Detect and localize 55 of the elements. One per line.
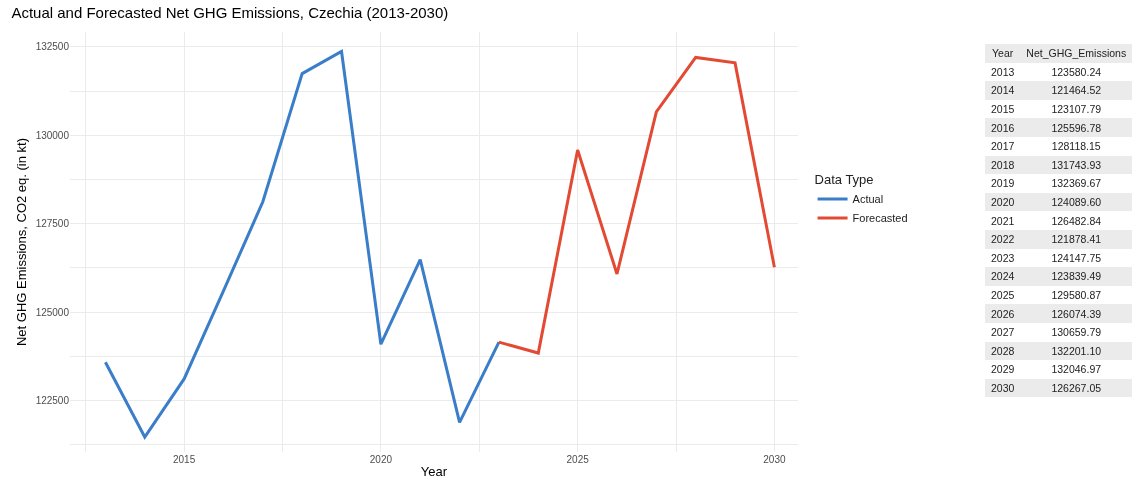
x-tick-label: 2015 (172, 454, 196, 465)
y-tick-label: 2019 (990, 176, 1016, 192)
y-tick-label: 2030 (985, 378, 1021, 398)
legend-label: Actual (852, 193, 884, 206)
x-tick-label: 2030 (763, 454, 786, 465)
data-label: 124089.60 (1020, 192, 1133, 212)
line-series (103, 49, 501, 439)
y-tick-label: 2013 (990, 64, 1016, 80)
y-tick-label: 2026 (985, 304, 1021, 323)
y-tick-label: 2024 (985, 267, 1021, 286)
data-label: 128118.15 (1050, 139, 1102, 155)
data-label: 121878.41 (1020, 229, 1133, 249)
y-tick-label: 132500 (35, 41, 70, 53)
x-tick-label: Net_GHG_Emissions (1020, 44, 1133, 63)
legend-label: Forecasted (852, 212, 908, 225)
y-tick-label: 2027 (990, 325, 1016, 341)
line-series (497, 55, 776, 355)
data-label: 126267.05 (1020, 378, 1133, 398)
data-label: 132046.97 (1050, 362, 1103, 378)
data-label: 126482.84 (1050, 213, 1103, 229)
data-label: 125596.78 (1020, 118, 1133, 137)
data-label: 131743.93 (1020, 155, 1133, 175)
y-tick-label: 2014 (985, 81, 1021, 100)
data-label: 123839.49 (1020, 267, 1133, 286)
y-tick-label: 2021 (990, 213, 1016, 229)
data-label: 123580.24 (1050, 64, 1103, 80)
y-tick-label: 2023 (990, 250, 1016, 266)
y-axis-title: Year (985, 44, 1021, 63)
y-tick-label: 2017 (990, 139, 1016, 155)
data-label: 123107.79 (1050, 102, 1103, 118)
y-tick-label: 2028 (985, 341, 1021, 361)
y-tick-label: 2025 (990, 288, 1016, 303)
data-label: 126074.39 (1020, 304, 1133, 323)
y-tick-label: 125000 (35, 306, 70, 318)
data-label: 124147.75 (1050, 250, 1103, 266)
y-tick-label: 2022 (985, 229, 1021, 249)
y-tick-label: 130000 (35, 129, 70, 141)
y-tick-label: 127500 (35, 218, 70, 230)
y-tick-label: 122500 (35, 394, 70, 406)
y-tick-label: 2029 (990, 362, 1016, 378)
x-tick-label: 2025 (566, 454, 590, 465)
data-label: 129580.87 (1050, 288, 1103, 303)
x-tick-label: 2020 (369, 454, 393, 465)
y-tick-label: 2016 (985, 118, 1021, 137)
y-axis-title: Net GHG Emissions, CO2 eq. (in kt) (13, 137, 29, 347)
legend-title: Data Type (814, 172, 874, 188)
y-tick-label: 2020 (985, 192, 1021, 212)
y-tick-label: 2015 (990, 102, 1016, 118)
data-label: 130659.79 (1050, 325, 1103, 341)
data-label: 132369.67 (1050, 176, 1103, 192)
data-label: 121464.52 (1020, 81, 1133, 100)
y-tick-label: 2018 (985, 155, 1021, 175)
data-label: 132201.10 (1020, 341, 1133, 361)
chart-title: Actual and Forecasted Net GHG Emissions, Czechia (2013-2030) (11, 3, 449, 21)
x-axis-title: Year (420, 463, 448, 479)
